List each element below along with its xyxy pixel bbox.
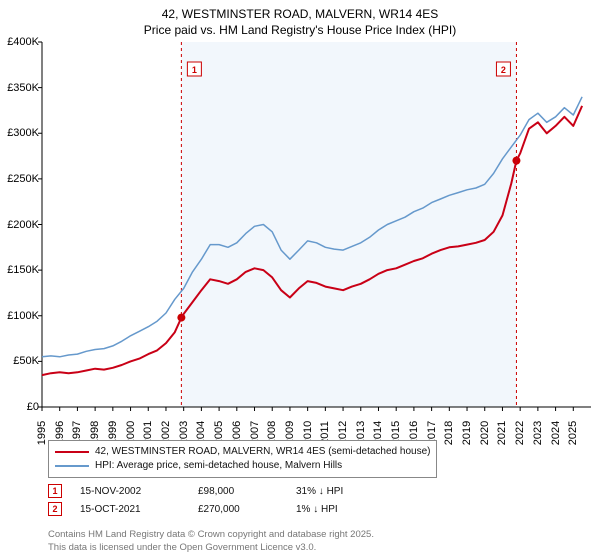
- title-line-1: 42, WESTMINSTER ROAD, MALVERN, WR14 4ES: [0, 6, 600, 22]
- x-axis-label: 2020: [479, 421, 491, 445]
- legend-swatch: [55, 465, 89, 467]
- x-axis-label: 2022: [514, 421, 526, 445]
- sale-row: 1 15-NOV-2002 £98,000 31% ↓ HPI: [48, 482, 406, 500]
- sale-price: £98,000: [198, 486, 278, 497]
- y-axis-label: £100K: [7, 310, 39, 322]
- title-line-2: Price paid vs. HM Land Registry's House …: [0, 22, 600, 38]
- chart-svg: 12: [42, 42, 591, 407]
- legend-row: 42, WESTMINSTER ROAD, MALVERN, WR14 4ES …: [55, 445, 430, 459]
- chart-title: 42, WESTMINSTER ROAD, MALVERN, WR14 4ES …: [0, 0, 600, 38]
- sale-marker-icon: 1: [48, 484, 62, 498]
- x-axis-label: 1995: [36, 421, 48, 445]
- y-axis-label: £350K: [7, 82, 39, 94]
- y-axis-label: £200K: [7, 219, 39, 231]
- sale-date: 15-NOV-2002: [80, 486, 180, 497]
- legend-label: 42, WESTMINSTER ROAD, MALVERN, WR14 4ES …: [95, 445, 430, 459]
- attribution-line-1: Contains HM Land Registry data © Crown c…: [48, 529, 374, 541]
- legend-row: HPI: Average price, semi-detached house,…: [55, 459, 430, 473]
- legend: 42, WESTMINSTER ROAD, MALVERN, WR14 4ES …: [48, 440, 437, 478]
- y-axis-label: £50K: [13, 355, 39, 367]
- sale-row: 2 15-OCT-2021 £270,000 1% ↓ HPI: [48, 500, 406, 518]
- x-axis-label: 2018: [443, 421, 455, 445]
- chart-area: 12 £0£50K£100K£150K£200K£250K£300K£350K£…: [42, 42, 591, 407]
- y-axis-label: £250K: [7, 173, 39, 185]
- attribution: Contains HM Land Registry data © Crown c…: [48, 529, 374, 554]
- y-axis-label: £300K: [7, 127, 39, 139]
- sale-diff: 31% ↓ HPI: [296, 486, 406, 497]
- attribution-line-2: This data is licensed under the Open Gov…: [48, 542, 374, 554]
- x-axis-label: 2025: [567, 421, 579, 445]
- legend-label: HPI: Average price, semi-detached house,…: [95, 459, 342, 473]
- y-axis-label: £150K: [7, 264, 39, 276]
- x-axis-label: 2021: [496, 421, 508, 445]
- x-axis-label: 2024: [550, 421, 562, 445]
- y-axis-label: £0: [27, 401, 39, 413]
- sale-diff: 1% ↓ HPI: [296, 504, 406, 515]
- sale-price: £270,000: [198, 504, 278, 515]
- sale-date: 15-OCT-2021: [80, 504, 180, 515]
- sales-block: 1 15-NOV-2002 £98,000 31% ↓ HPI 2 15-OCT-2021…: [48, 482, 406, 518]
- legend-swatch: [55, 451, 89, 453]
- y-axis-label: £400K: [7, 36, 39, 48]
- svg-text:2: 2: [501, 65, 506, 75]
- svg-text:1: 1: [192, 65, 197, 75]
- x-axis-label: 2023: [532, 421, 544, 445]
- sale-marker-icon: 2: [48, 502, 62, 516]
- x-axis-label: 2019: [461, 421, 473, 445]
